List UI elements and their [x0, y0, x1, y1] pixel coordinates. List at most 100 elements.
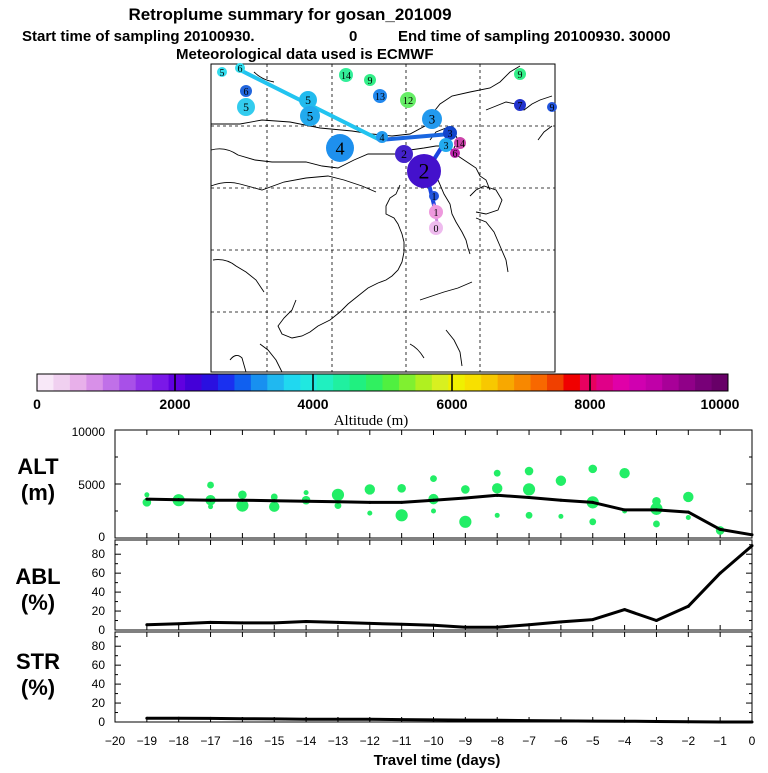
series-point — [177, 716, 181, 720]
altitude-scatter-point — [653, 520, 660, 528]
colorbar-cell — [349, 374, 367, 391]
end-time-label: End time of sampling 20100930. 30000 — [398, 28, 671, 45]
trajectory-point — [240, 85, 252, 97]
altitude-scatter-point — [334, 502, 342, 509]
colorbar-cell — [250, 374, 268, 391]
altitude-scatter-point — [367, 510, 373, 516]
colorbar-tick: 0 — [33, 396, 41, 412]
series-point — [654, 720, 658, 724]
start-time-value: 0 — [349, 28, 357, 45]
colorbar-cell — [431, 374, 449, 391]
colorbar-cell — [415, 374, 433, 391]
altitude-scatter-point — [683, 491, 694, 503]
series-point — [718, 571, 722, 575]
colorbar-cell — [217, 374, 235, 391]
series-point — [145, 716, 149, 720]
series-point — [686, 604, 690, 608]
altitude-scatter-point — [494, 512, 500, 518]
trajectory-point-label: 7 — [518, 101, 523, 112]
series-point — [400, 718, 404, 722]
altitude-scatter-point — [589, 518, 597, 526]
colorbar-cell — [662, 374, 680, 391]
series-point — [463, 496, 467, 500]
x-tick-label: −10 — [423, 734, 444, 748]
series-point — [527, 496, 531, 499]
altitude-scatter-point — [685, 514, 691, 520]
altitude-scatter-point — [493, 469, 501, 477]
trajectory-point — [407, 154, 441, 188]
trajectory-point — [450, 148, 460, 158]
x-tick-label: −1 — [713, 734, 727, 748]
altitude-scatter-point — [555, 475, 567, 486]
colorbar-cell — [695, 374, 712, 391]
trajectory-point — [235, 63, 245, 73]
colorbar-cell — [152, 374, 170, 391]
colorbar-cell — [119, 374, 137, 391]
colorbar-tick: 4000 — [297, 396, 328, 412]
str-panel-label: STR — [16, 649, 60, 674]
trajectory-point-label: 3 — [444, 141, 449, 152]
series-point — [623, 608, 627, 612]
trajectory-point-label: 2 — [401, 148, 407, 161]
trajectory-point — [400, 92, 416, 108]
trajectory-point-label: 4 — [335, 138, 344, 158]
x-tick-label: −11 — [392, 734, 412, 748]
colorbar-cell — [563, 374, 581, 391]
series-point — [527, 719, 531, 723]
x-tick-label: −13 — [328, 734, 349, 748]
x-tick-label: −19 — [137, 734, 158, 748]
trajectory-point-label: 3 — [429, 112, 436, 127]
x-tick-label: −6 — [554, 734, 568, 748]
colorbar-cell — [366, 374, 383, 391]
trajectory-point-label: 3 — [448, 129, 453, 140]
alt-plot — [114, 429, 754, 539]
trajectory-point — [429, 221, 443, 235]
series-point — [145, 623, 149, 627]
x-tick-label: −16 — [232, 734, 253, 748]
series-point — [527, 623, 531, 627]
trajectory-point — [300, 106, 320, 126]
series-point — [272, 717, 276, 721]
series-point — [686, 720, 690, 724]
series-point — [240, 498, 244, 502]
chart-title: Retroplume summary for gosan_201009 — [128, 5, 451, 24]
alt-panel-unit: (m) — [21, 480, 55, 505]
trajectory-point-label: 0 — [434, 224, 439, 235]
trajectory-point-label: 6 — [453, 149, 458, 160]
colorbar-cell — [464, 374, 482, 391]
colorbar-frame — [36, 373, 729, 392]
colorbar-cell — [514, 374, 531, 391]
trajectory-point — [514, 99, 526, 111]
series-point — [177, 622, 181, 626]
series-point — [559, 719, 563, 723]
altitude-scatter-point — [270, 493, 278, 501]
x-tick-label: −12 — [360, 734, 381, 748]
series-point — [495, 718, 499, 722]
colorbar-label: Altitude (m) — [334, 413, 409, 429]
series-point — [463, 625, 467, 629]
altitude-scatter-point — [397, 484, 406, 493]
panel-frame — [114, 539, 753, 631]
colorbar-cell — [168, 374, 186, 391]
series-line — [146, 493, 753, 537]
y-tick-label: 80 — [92, 547, 106, 561]
altitude-scatter-point — [588, 464, 598, 474]
series-point — [304, 499, 308, 503]
trajectory-point — [339, 68, 353, 82]
abl-panel-label: ABL — [15, 564, 60, 589]
trajectory-point — [547, 102, 557, 112]
series-point — [240, 621, 244, 625]
y-tick-label: 80 — [92, 639, 106, 653]
series-point — [623, 719, 627, 723]
panel-frame — [114, 631, 753, 723]
trajectory-point — [217, 67, 227, 77]
trajectory-point-label: 14 — [341, 71, 351, 82]
trajectory-point-label: 1 — [432, 192, 437, 203]
series-point — [591, 618, 595, 622]
colorbar-tick: 2000 — [159, 396, 190, 412]
trajectory-point-label: 5 — [305, 94, 311, 107]
altitude-scatter-point — [238, 490, 247, 500]
series-point — [750, 533, 754, 537]
series-point — [559, 498, 563, 502]
